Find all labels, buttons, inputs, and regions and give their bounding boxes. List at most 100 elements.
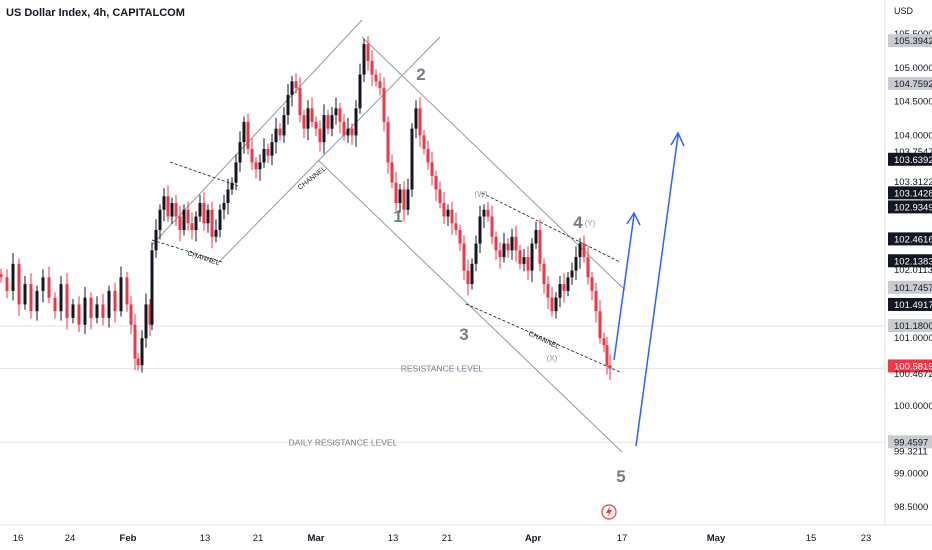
price-tag-bg — [888, 232, 932, 246]
candle-body — [119, 277, 123, 312]
candle-body — [486, 209, 490, 217]
candle-body — [366, 44, 370, 62]
candle-body — [11, 263, 15, 291]
candle-body — [162, 196, 166, 210]
candle-body — [234, 162, 238, 183]
time-tick-label: 15 — [806, 533, 817, 544]
candle-body — [498, 250, 502, 258]
candle-body — [522, 257, 526, 264]
candle-body — [518, 250, 522, 264]
candle-body — [133, 324, 137, 359]
candle-body — [246, 121, 250, 149]
candle-body — [198, 203, 202, 217]
time-tick-label: Apr — [525, 533, 542, 544]
dashed-channel-top — [169, 161, 239, 187]
candle-body — [594, 290, 598, 312]
candle-body — [89, 297, 93, 318]
candle-body — [186, 209, 190, 224]
candle-body — [322, 115, 326, 143]
candle-body — [83, 297, 87, 325]
candle-body — [346, 128, 350, 136]
price-tag-bg — [888, 280, 932, 294]
candle-body — [566, 277, 570, 291]
candle-body — [450, 209, 454, 224]
candle-body — [550, 297, 554, 312]
candle-body — [136, 358, 140, 366]
price-tag-bg — [888, 297, 932, 311]
candle-body — [410, 128, 414, 190]
candle-body — [590, 277, 594, 291]
channel-main-upper — [361, 36, 626, 291]
candle-body — [394, 182, 398, 203]
time-tick-label: May — [707, 533, 726, 544]
price-tag-label: 101.4917 — [894, 300, 932, 311]
candle-body — [542, 263, 546, 285]
candle-body — [158, 209, 162, 231]
subwave-label-2: (X) — [547, 354, 558, 363]
time-tick-label: Feb — [120, 533, 137, 544]
time-tick-label: 16 — [13, 533, 24, 544]
candle-body — [274, 128, 278, 143]
candle-body — [426, 148, 430, 163]
candle-body — [95, 304, 99, 318]
candle-body — [47, 277, 51, 298]
candle-body — [262, 148, 266, 163]
time-tick-label: 23 — [861, 533, 872, 544]
price-tag-label: 104.7592 — [894, 79, 932, 90]
price-tag-label: 105.3942 — [894, 36, 932, 47]
projection-arrowhead-long — [670, 131, 685, 147]
flash-icon[interactable] — [601, 504, 617, 520]
candle-body — [0, 273, 3, 278]
price-tag-label: 99.3211 — [894, 447, 928, 458]
price-tag-label: 102.1383 — [894, 256, 932, 267]
candle-body — [194, 216, 198, 231]
candle-body — [470, 263, 474, 285]
subwave-label-1: (Y) — [585, 219, 596, 228]
projection-arrow-long — [635, 134, 679, 447]
candle-body — [338, 108, 342, 122]
candle-body — [362, 44, 366, 75]
candle-body — [154, 230, 158, 251]
price-tick-label: 99.0000 — [894, 468, 928, 479]
candle-body — [230, 182, 234, 190]
resistance-level-label: RESISTANCE LEVEL — [401, 364, 484, 374]
candle-body — [374, 74, 378, 82]
candle-body — [482, 209, 486, 217]
candle-body — [390, 162, 394, 183]
candle-body — [282, 115, 286, 136]
time-tick-label: 24 — [65, 533, 76, 544]
horizontal-levels: RESISTANCE LEVEL DAILY RESISTANCE LEVEL — [0, 325, 885, 447]
candle-body — [254, 162, 258, 170]
candle-body — [574, 257, 578, 271]
candle-body — [302, 115, 306, 129]
price-tag-bg — [888, 152, 932, 166]
candle-body — [454, 223, 458, 231]
candle-body — [334, 108, 338, 116]
candles — [0, 36, 612, 381]
wave-label-2: 2 — [416, 65, 425, 84]
candle-body — [608, 365, 612, 369]
price-tick-label: 100.0000 — [894, 401, 932, 412]
candle-body — [514, 236, 518, 251]
price-tag-bg — [888, 77, 932, 91]
daily-resistance-level-label: DAILY RESISTANCE LEVEL — [289, 437, 398, 447]
candle-body — [270, 142, 274, 156]
candle-body — [354, 108, 358, 136]
candle-body — [101, 304, 105, 318]
candle-body — [166, 196, 170, 217]
dashed-channel-right-top — [481, 192, 621, 263]
candle-body — [458, 230, 462, 244]
candle-body — [150, 250, 154, 325]
candle-body — [534, 230, 538, 244]
candle-body — [422, 135, 426, 149]
candle-body — [65, 284, 69, 318]
channel-label-left: CHANNEL — [186, 250, 220, 267]
candle-body — [358, 74, 362, 109]
candle-body — [554, 297, 558, 312]
candle-body — [170, 203, 174, 217]
candle-body — [144, 304, 148, 339]
candle-body — [602, 338, 606, 345]
candle-body — [298, 88, 302, 116]
